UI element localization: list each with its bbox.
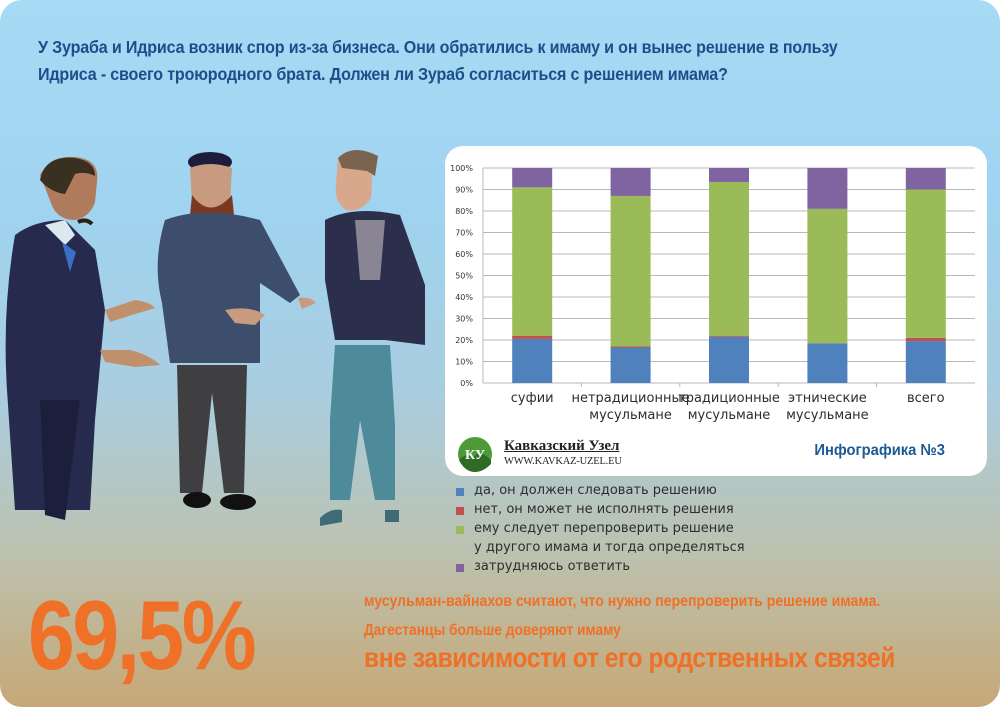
- bar-segment: [709, 336, 749, 383]
- bar-segment: [905, 341, 946, 383]
- logo-monogram: КУ: [465, 448, 485, 463]
- bar-segment: [512, 335, 553, 339]
- bar-segment: [610, 346, 651, 348]
- bar-segment: [512, 187, 553, 336]
- three-men-illustration: [5, 149, 425, 526]
- bar-segment: [905, 168, 946, 190]
- y-tick-label: 10%: [455, 358, 473, 367]
- y-tick-label: 40%: [455, 293, 473, 302]
- y-tick-label: 0%: [460, 379, 473, 388]
- x-category-label: мусульмане: [786, 408, 869, 423]
- bar-segment: [807, 168, 848, 209]
- stacked-bar-chart: 0% 10% 20% 30% 40% 50% 60% 70% 80% 90% 100% суфии не…: [450, 164, 975, 423]
- bar-segment: [709, 168, 749, 182]
- y-tick-label: 30%: [455, 315, 473, 324]
- logo-title: Кавказский Узел: [504, 438, 620, 454]
- x-category-label: мусульмане: [688, 408, 771, 423]
- bar-segment: [610, 347, 651, 383]
- chart-panel: 0% 10% 20% 30% 40% 50% 60% 70% 80% 90% 100% суфии не…: [445, 146, 987, 476]
- highlight-percentage: 69,5%: [28, 580, 257, 690]
- headline-line-2: Идриса - своего троюродного брата. Долже…: [38, 64, 728, 84]
- logo-globe-icon: КУ: [458, 437, 492, 472]
- legend-swatch-blue: [456, 488, 464, 496]
- bar-segment: [610, 195, 651, 347]
- y-tick-label: 100%: [450, 164, 473, 173]
- y-tick-label: 20%: [455, 336, 473, 345]
- infographic-number-label: Инфографика №3: [814, 442, 945, 459]
- y-tick-label: 70%: [455, 229, 473, 238]
- kavkaz-uzel-logo[interactable]: КУ Кавказский Узел WWW.KAVKAZ-UZEL.EU: [457, 436, 637, 472]
- highlight-note-kinship: вне зависимости от его родственных связе…: [364, 642, 896, 673]
- x-category-label: мусульмане: [589, 408, 672, 423]
- x-category-label: этнические: [788, 391, 867, 406]
- legend-swatch-green: [456, 526, 464, 534]
- young-man-figure: [320, 149, 425, 526]
- x-category-label: традиционные: [678, 391, 780, 406]
- bar-segment: [512, 168, 553, 188]
- bar-segment: [512, 338, 553, 383]
- y-tick-label: 80%: [455, 207, 473, 216]
- businessman-figure: [5, 156, 160, 520]
- y-tick-label: 60%: [455, 250, 473, 259]
- legend-swatch-red: [456, 507, 464, 515]
- headline-question: У Зураба и Идриса возник спор из-за бизн…: [38, 34, 866, 88]
- y-tick-label: 90%: [455, 186, 473, 195]
- bar-segment: [610, 168, 651, 196]
- headline-line-1: У Зураба и Идриса возник спор из-за бизн…: [38, 37, 838, 57]
- logo-url[interactable]: WWW.KAVKAZ-UZEL.EU: [504, 456, 622, 467]
- highlight-note-dagestan: Дагестанцы больше доверяют имаму: [364, 622, 621, 639]
- x-category-label: нетрадиционные: [571, 391, 689, 406]
- legend-swatch-purple: [456, 564, 464, 572]
- highlight-note-vainakh: мусульман-вайнахов считают, что нужно пе…: [364, 593, 881, 610]
- bar-segment: [709, 181, 749, 336]
- bar-segment: [807, 343, 848, 383]
- x-category-label: суфии: [511, 391, 554, 406]
- y-tick-label: 50%: [455, 272, 473, 281]
- bar-segment: [807, 208, 848, 344]
- bar-segment: [709, 335, 749, 337]
- bearded-man-figure: [157, 152, 316, 510]
- bar-segment: [905, 337, 946, 342]
- x-category-label: всего: [907, 391, 945, 406]
- bar-segment: [905, 189, 946, 338]
